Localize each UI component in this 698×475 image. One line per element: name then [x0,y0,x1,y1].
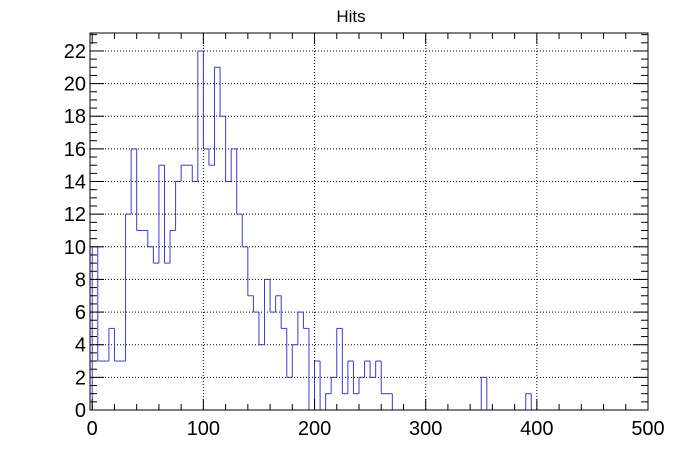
y-tick-label: 0 [75,400,86,422]
tick-labels-layer: 0 100 200 300 400 500 0 2 4 6 8 10 12 14 16 18 20 22 [64,41,665,440]
x-tick-label: 0 [87,418,98,440]
y-tick-label: 10 [64,237,86,259]
histogram-layer [91,50,532,411]
x-tick-label: 300 [409,418,442,440]
ticks-layer [90,33,649,411]
y-tick-label: 20 [64,74,86,96]
y-tick-label: 14 [64,172,86,194]
y-tick-label: 4 [75,335,86,357]
y-tick-label: 22 [64,41,86,63]
y-tick-label: 2 [75,367,86,389]
y-tick-label: 6 [75,302,86,324]
x-tick-label: 100 [187,418,220,440]
grid-layer [90,33,648,410]
x-tick-label: 500 [631,418,664,440]
y-tick-label: 18 [64,106,86,128]
chart-title: Hits [336,7,365,26]
plot-frame [89,32,649,411]
y-tick-label: 16 [64,139,86,161]
y-tick-label: 8 [75,269,86,291]
x-tick-label: 200 [298,418,331,440]
y-tick-label: 12 [64,204,86,226]
x-tick-label: 400 [520,418,553,440]
